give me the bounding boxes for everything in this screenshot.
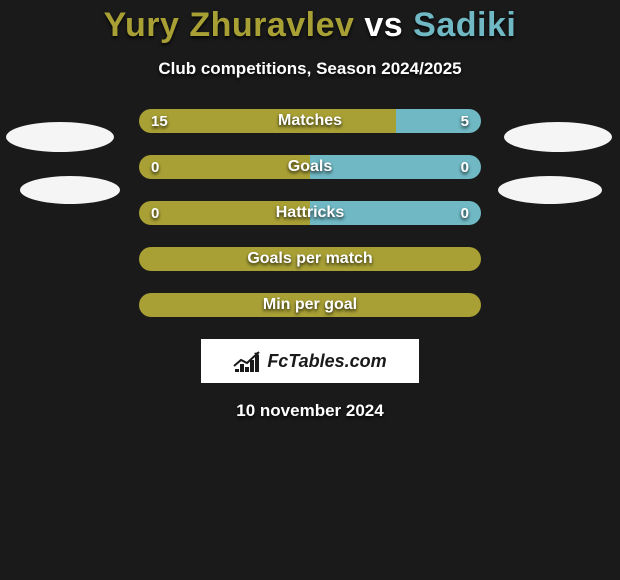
avatar-ellipse — [20, 176, 120, 204]
stat-label: Goals — [139, 155, 481, 179]
stat-label: Hattricks — [139, 201, 481, 225]
fctables-logo[interactable]: FcTables.com — [201, 339, 419, 383]
logo-bar — [235, 369, 239, 372]
stat-row: Goals per match — [139, 247, 481, 271]
stat-label: Min per goal — [139, 293, 481, 317]
player2-name: Sadiki — [413, 6, 516, 44]
comparison-card: Yury Zhuravlev vs Sadiki Club competitio… — [0, 0, 620, 421]
stat-row: 155Matches — [139, 109, 481, 133]
logo-bar — [240, 364, 244, 372]
stat-label: Matches — [139, 109, 481, 133]
stat-label: Goals per match — [139, 247, 481, 271]
logo-bar — [255, 355, 259, 372]
vs-separator: vs — [354, 6, 413, 44]
avatar-ellipse — [498, 176, 602, 204]
stat-row: 00Goals — [139, 155, 481, 179]
stat-row: Min per goal — [139, 293, 481, 317]
subtitle: Club competitions, Season 2024/2025 — [0, 59, 620, 79]
logo-text: FcTables.com — [267, 351, 386, 372]
page-title: Yury Zhuravlev vs Sadiki — [0, 6, 620, 45]
avatar-ellipse — [504, 122, 612, 152]
stat-row: 00Hattricks — [139, 201, 481, 225]
avatar-ellipse — [6, 122, 114, 152]
logo-bar — [245, 367, 249, 372]
player1-name: Yury Zhuravlev — [104, 6, 355, 44]
date-label: 10 november 2024 — [0, 401, 620, 421]
logo-bar — [250, 360, 254, 372]
logo-chart-icon — [233, 350, 261, 372]
